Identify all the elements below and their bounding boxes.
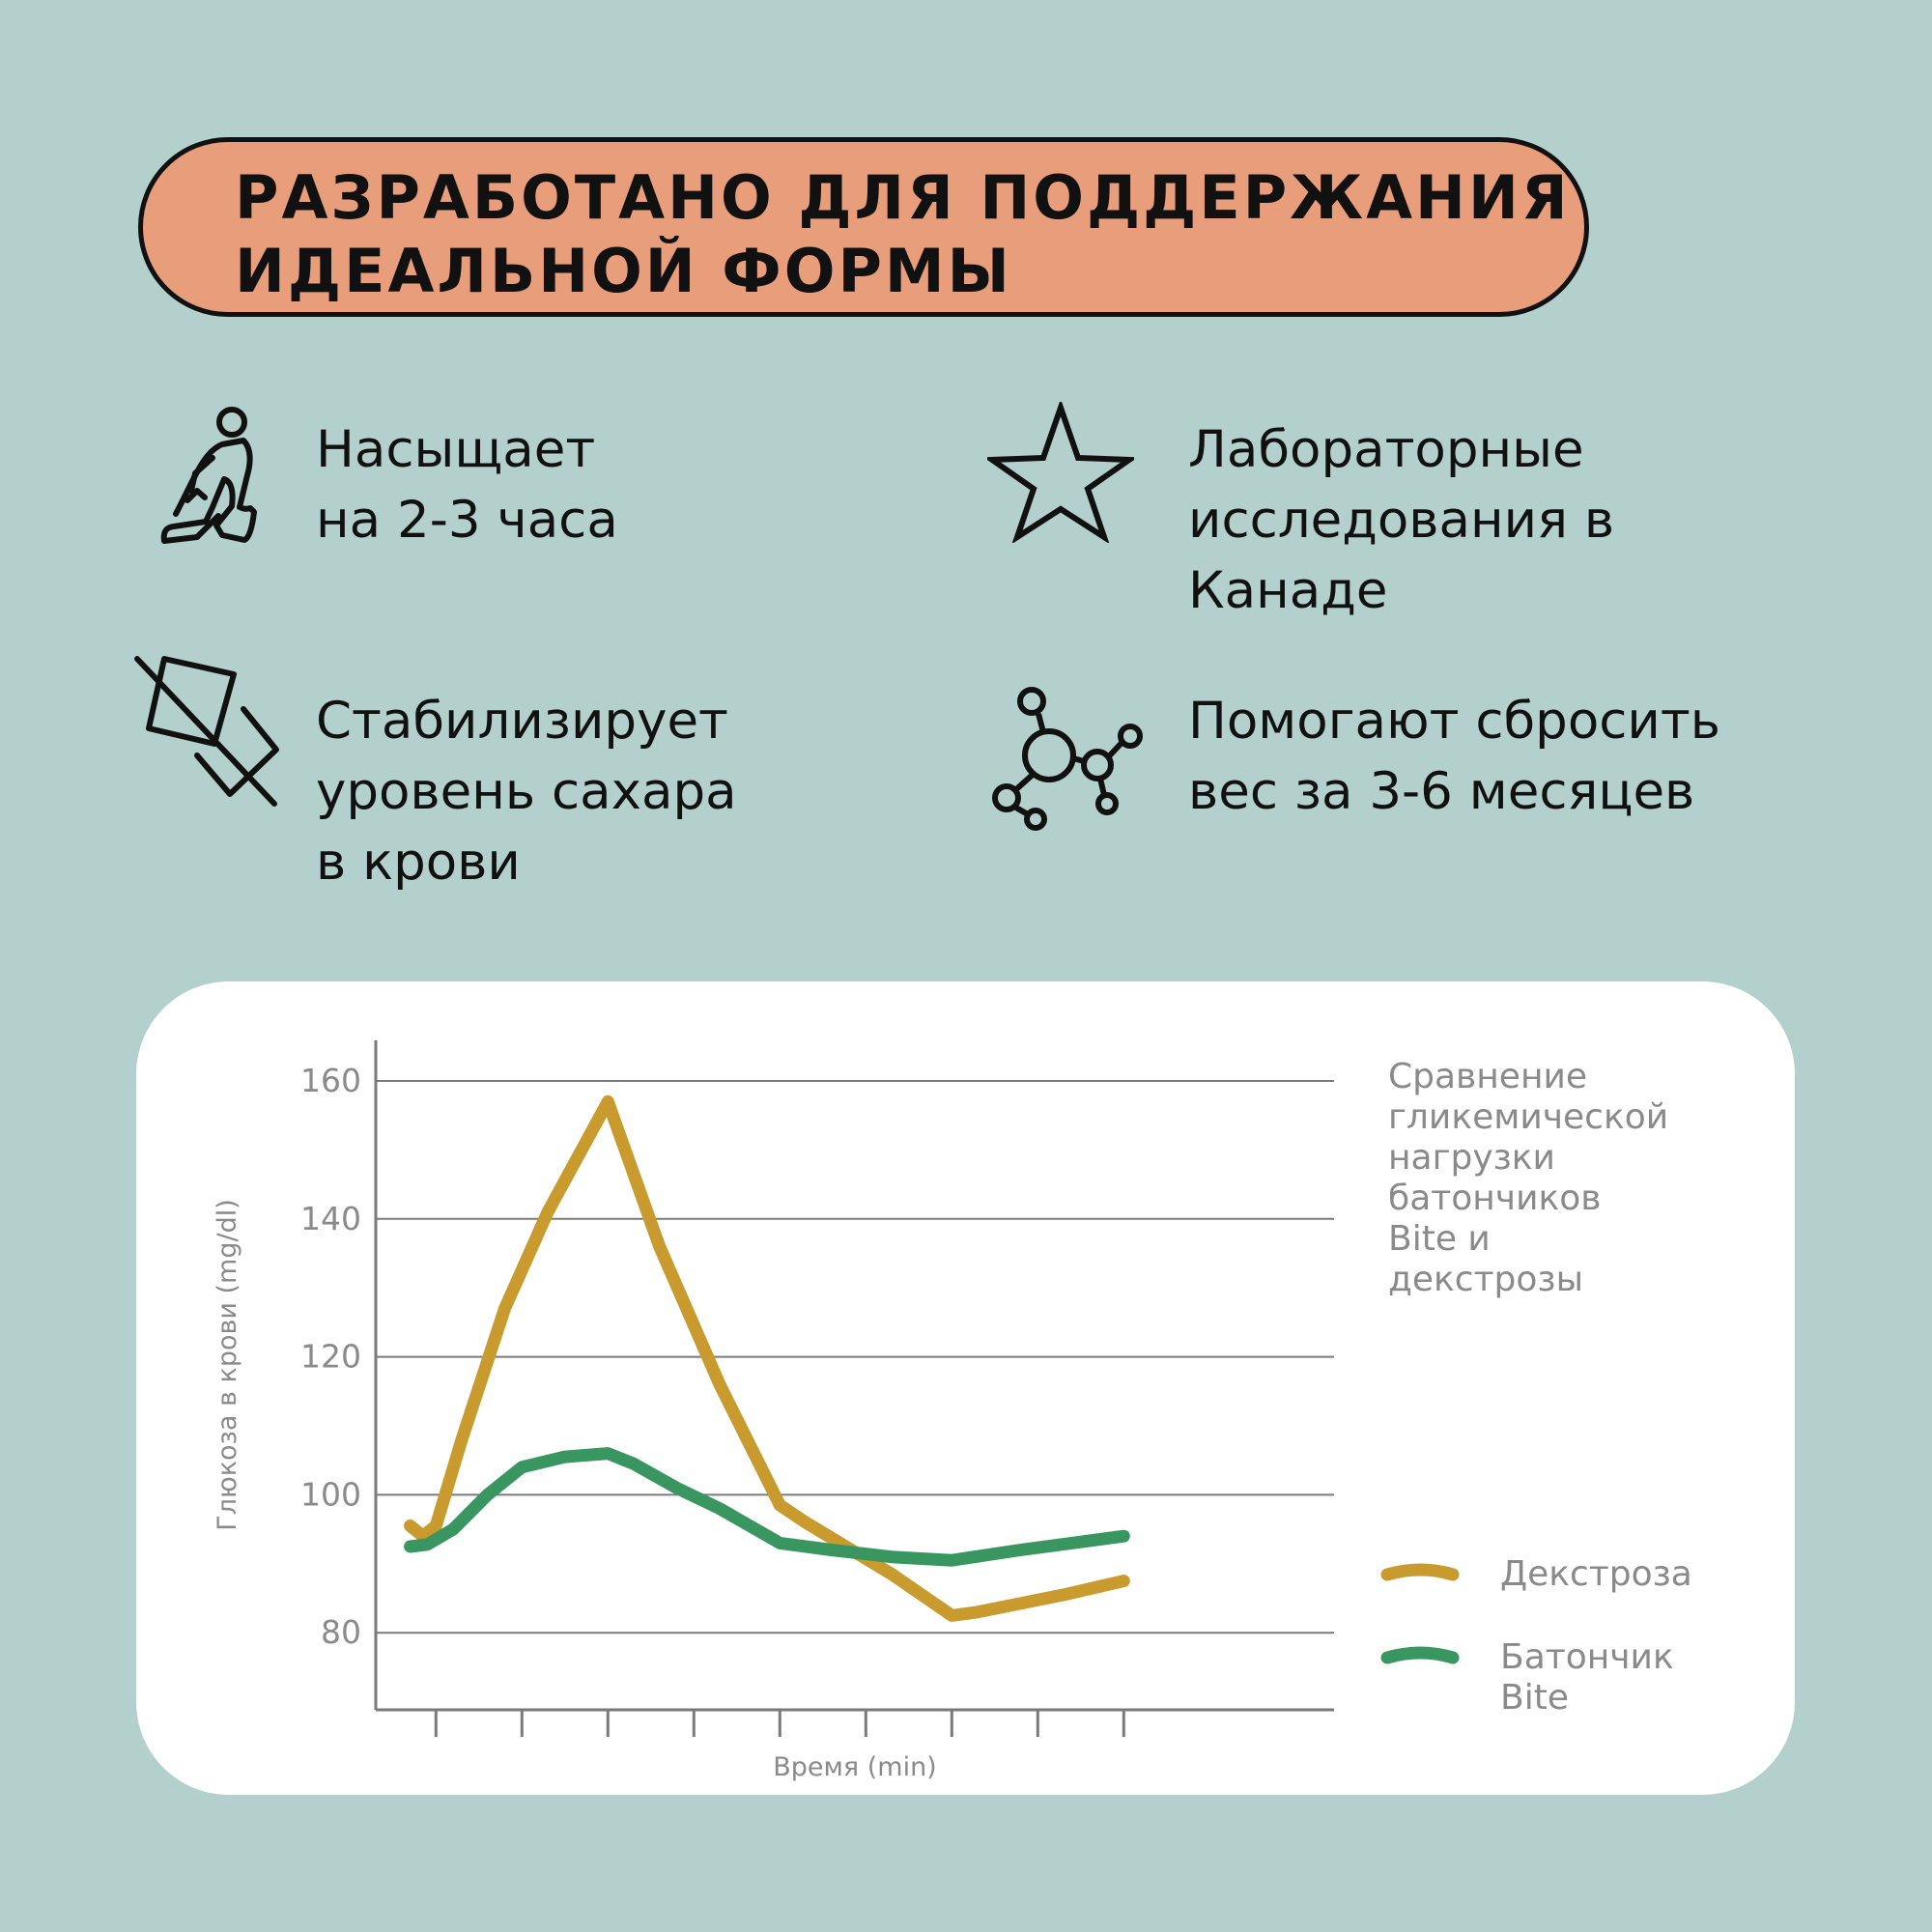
banner-title: РАЗРАБОТАНО ДЛЯ ПОДДЕРЖАНИЯ ИДЕАЛЬНОЙ ФО… — [235, 161, 1577, 308]
feature-lab-text: Лабораторные исследования в Канаде — [1188, 414, 1614, 626]
feature-weight-text: Помогают сбросить вес за 3-6 месяцев — [1188, 686, 1720, 827]
y-tick-label: 160 — [300, 1062, 361, 1099]
series-line-dextrose — [404, 1094, 1130, 1622]
y-tick-label: 100 — [300, 1475, 361, 1513]
banner-title-line-1: РАЗРАБОТАНО ДЛЯ ПОДДЕРЖАНИЯ — [235, 162, 1571, 233]
legend-swatch — [1380, 1646, 1460, 1664]
feature-satiety-text: Насыщает на 2-3 часа — [316, 414, 618, 555]
y-axis-label: Глюкоза в крови (mg/dl) — [213, 1199, 242, 1531]
chart-title-line: декстрозы — [1388, 1260, 1583, 1299]
feature-text-line: уровень сахара — [316, 762, 737, 821]
feature-text-line: Насыщает — [316, 420, 596, 479]
feature-text-line: вес за 3-6 месяцев — [1188, 762, 1695, 821]
feature-text-line: в крови — [316, 833, 521, 892]
star-icon — [987, 402, 1134, 543]
feature-text-line: Лабораторные — [1188, 420, 1584, 479]
y-tick-label: 120 — [300, 1338, 361, 1376]
banner-title-line-2: ИДЕАЛЬНОЙ ФОРМЫ — [235, 236, 1012, 306]
legend-label: Батончик — [1500, 1637, 1674, 1677]
y-tick-label: 140 — [300, 1200, 361, 1237]
chart-card: Декстроза Батончик Bite 80 100 120 140 160 Врем… — [136, 981, 1795, 1795]
legend-swatch — [1380, 1563, 1460, 1581]
header-banner: РАЗРАБОТАНО ДЛЯ ПОДДЕРЖАНИЯ ИДЕАЛЬНОЙ ФО… — [138, 137, 1589, 317]
feature-text-line: Помогают сбросить — [1188, 692, 1720, 751]
y-tick-label: 80 — [321, 1613, 361, 1651]
chart-title-line: Сравнение — [1388, 1057, 1587, 1096]
person-squat-icon — [160, 407, 257, 544]
chart-title-line: батончиков — [1388, 1179, 1601, 1218]
feature-text-line: исследования в — [1188, 491, 1615, 550]
legend-label: Декстроза — [1500, 1554, 1692, 1594]
feature-sugar-text: Стабилизирует уровень сахара в крови — [316, 686, 737, 897]
chart-title-line: Bite и — [1388, 1219, 1491, 1259]
no-sugar-cube-icon — [134, 656, 279, 807]
legend-label: Bite — [1500, 1678, 1569, 1718]
feature-text-line: на 2-3 часа — [316, 491, 618, 550]
molecule-icon — [992, 687, 1143, 831]
chart-title-line: гликемической — [1388, 1097, 1668, 1137]
feature-text-line: Канаде — [1188, 561, 1388, 620]
x-axis-label: Время (min) — [773, 1752, 936, 1782]
series-line-bite — [404, 1447, 1130, 1567]
chart-title-line: нагрузки — [1388, 1138, 1555, 1178]
feature-text-line: Стабилизирует — [316, 692, 728, 751]
